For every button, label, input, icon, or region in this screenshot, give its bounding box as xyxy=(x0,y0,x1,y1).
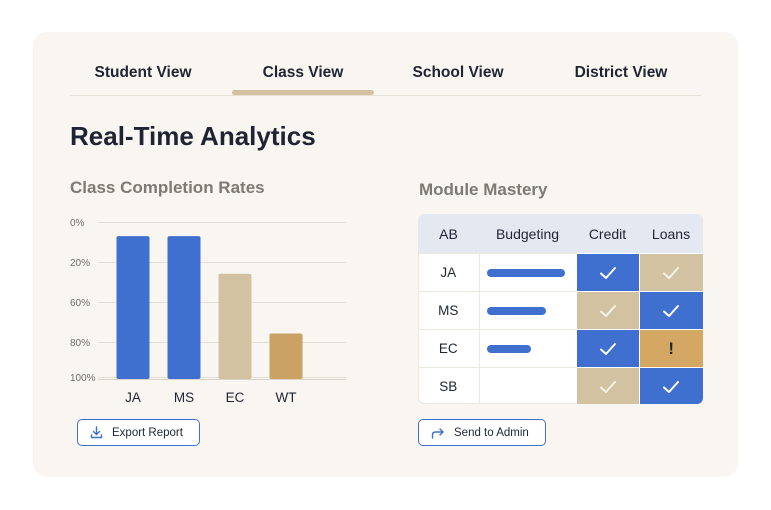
bar-ja xyxy=(116,236,150,379)
budgeting-progress-cell xyxy=(479,367,576,404)
check-icon xyxy=(663,305,680,318)
credit-status-cell[interactable] xyxy=(575,253,639,292)
x-tick-label: WT xyxy=(276,390,297,405)
budgeting-progress-cell xyxy=(479,253,576,292)
bar-wt xyxy=(269,333,303,379)
credit-status-cell[interactable] xyxy=(575,329,639,368)
student-initials: SB xyxy=(418,367,480,404)
y-tick-label: 80% xyxy=(70,338,90,349)
table-row: SB xyxy=(418,367,703,404)
loans-status-cell[interactable]: ! xyxy=(638,329,703,368)
completion-title: Class Completion Rates xyxy=(70,178,265,197)
budgeting-progress-bar xyxy=(486,306,546,315)
tab-district-view[interactable]: District View xyxy=(574,64,668,81)
table-row: MS xyxy=(418,291,703,330)
export-report-button[interactable]: Export Report xyxy=(77,419,200,446)
x-tick-label: MS xyxy=(174,390,194,405)
check-icon xyxy=(663,381,680,394)
module-mastery-table: AB Budgeting Credit Loans JA MS EC! SB xyxy=(418,214,703,404)
loans-status-cell[interactable] xyxy=(638,291,703,330)
y-tick-label: 20% xyxy=(70,258,90,269)
credit-status-cell[interactable] xyxy=(575,291,639,330)
loans-status-cell[interactable] xyxy=(638,367,703,404)
table-header-row: AB Budgeting Credit Loans xyxy=(418,214,703,254)
send-to-admin-label: Send to Admin xyxy=(454,426,529,439)
budgeting-progress-bar xyxy=(486,344,531,353)
header-budgeting: Budgeting xyxy=(479,214,576,254)
check-icon xyxy=(599,381,616,394)
tab-student-view[interactable]: Student View xyxy=(94,64,192,81)
analytics-card: Student View Class View School View Dist… xyxy=(33,32,738,477)
view-tabs: Student View Class View School View Dist… xyxy=(70,32,701,96)
bar-ms xyxy=(167,236,201,379)
page-title: Real-Time Analytics xyxy=(70,121,316,151)
download-icon xyxy=(90,426,103,439)
y-tick-label: 60% xyxy=(70,298,90,309)
table-row: EC! xyxy=(418,329,703,368)
x-tick-label: JA xyxy=(125,390,141,405)
send-to-admin-button[interactable]: Send to Admin xyxy=(418,419,546,446)
budgeting-progress-bar xyxy=(486,268,565,277)
credit-status-cell[interactable] xyxy=(575,367,639,404)
table-row: JA xyxy=(418,253,703,292)
tab-school-view[interactable]: School View xyxy=(412,64,504,81)
share-arrow-icon xyxy=(431,427,444,439)
header-initials: AB xyxy=(418,214,479,254)
check-icon xyxy=(599,305,616,318)
loans-status-cell[interactable] xyxy=(638,253,703,292)
budgeting-progress-cell xyxy=(479,329,576,368)
header-loans: Loans xyxy=(639,214,703,254)
student-initials: JA xyxy=(418,253,480,292)
y-tick-label: 100% xyxy=(70,373,96,384)
y-tick-label: 0% xyxy=(70,218,85,229)
header-credit: Credit xyxy=(576,214,639,254)
active-tab-indicator xyxy=(232,90,374,95)
x-tick-label: EC xyxy=(226,390,245,405)
student-initials: EC xyxy=(418,329,480,368)
check-icon xyxy=(599,343,616,356)
mastery-title: Module Mastery xyxy=(419,180,548,199)
check-icon xyxy=(599,267,616,280)
check-icon xyxy=(663,267,680,280)
export-report-label: Export Report xyxy=(112,426,183,439)
student-initials: MS xyxy=(418,291,480,330)
budgeting-progress-cell xyxy=(479,291,576,330)
completion-bar-chart: 0% 20% 60% 80% 100% JA MS EC WT xyxy=(70,218,346,405)
bar-ec xyxy=(218,273,252,379)
tab-class-view[interactable]: Class View xyxy=(262,64,344,81)
alert-icon: ! xyxy=(668,338,675,358)
